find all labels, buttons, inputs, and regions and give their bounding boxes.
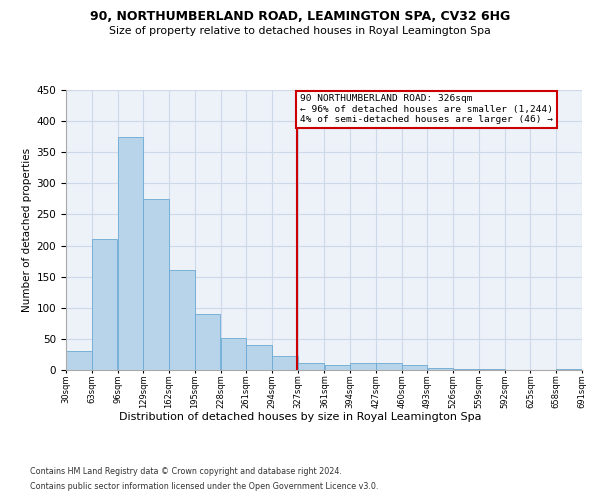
- Text: Contains HM Land Registry data © Crown copyright and database right 2024.: Contains HM Land Registry data © Crown c…: [30, 467, 342, 476]
- Bar: [66, 352, 92, 370]
- Text: Contains public sector information licensed under the Open Government Licence v3: Contains public sector information licen…: [30, 482, 379, 491]
- Bar: [350, 363, 376, 370]
- Bar: [169, 270, 194, 370]
- Text: Distribution of detached houses by size in Royal Leamington Spa: Distribution of detached houses by size …: [119, 412, 481, 422]
- Bar: [221, 338, 246, 370]
- Text: 90, NORTHUMBERLAND ROAD, LEAMINGTON SPA, CV32 6HG: 90, NORTHUMBERLAND ROAD, LEAMINGTON SPA,…: [90, 10, 510, 23]
- Bar: [298, 363, 324, 370]
- Bar: [195, 314, 220, 370]
- Text: Size of property relative to detached houses in Royal Leamington Spa: Size of property relative to detached ho…: [109, 26, 491, 36]
- Bar: [118, 136, 143, 370]
- Bar: [325, 365, 350, 370]
- Y-axis label: Number of detached properties: Number of detached properties: [22, 148, 32, 312]
- Bar: [428, 368, 453, 370]
- Text: 90 NORTHUMBERLAND ROAD: 326sqm
← 96% of detached houses are smaller (1,244)
4% o: 90 NORTHUMBERLAND ROAD: 326sqm ← 96% of …: [300, 94, 553, 124]
- Bar: [272, 356, 298, 370]
- Bar: [479, 369, 505, 370]
- Bar: [143, 199, 169, 370]
- Bar: [92, 240, 118, 370]
- Bar: [402, 365, 427, 370]
- Bar: [247, 345, 272, 370]
- Bar: [376, 363, 401, 370]
